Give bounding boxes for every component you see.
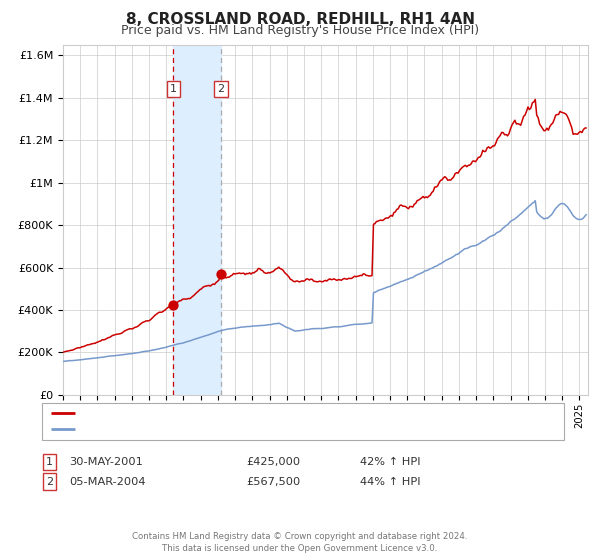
Text: 2: 2 [46, 477, 53, 487]
Text: 1: 1 [170, 85, 177, 94]
Text: 2: 2 [217, 85, 224, 94]
Bar [173, 45, 221, 395]
Text: Contains HM Land Registry data © Crown copyright and database right 2024.
This d: Contains HM Land Registry data © Crown c… [132, 532, 468, 553]
Point [169, 300, 178, 309]
Text: 30-MAY-2001: 30-MAY-2001 [69, 457, 143, 467]
Text: 42% ↑ HPI: 42% ↑ HPI [360, 457, 421, 467]
Text: 1: 1 [46, 457, 53, 467]
Text: 44% ↑ HPI: 44% ↑ HPI [360, 477, 421, 487]
Text: 05-MAR-2004: 05-MAR-2004 [69, 477, 146, 487]
Text: HPI: Average price, detached house, Reigate and Banstead: HPI: Average price, detached house, Reig… [81, 424, 404, 435]
Text: £425,000: £425,000 [246, 457, 300, 467]
Text: 8, CROSSLAND ROAD, REDHILL, RH1 4AN: 8, CROSSLAND ROAD, REDHILL, RH1 4AN [125, 12, 475, 27]
Text: £567,500: £567,500 [246, 477, 300, 487]
Text: Price paid vs. HM Land Registry's House Price Index (HPI): Price paid vs. HM Land Registry's House … [121, 24, 479, 37]
Text: 8, CROSSLAND ROAD, REDHILL, RH1 4AN (detached house): 8, CROSSLAND ROAD, REDHILL, RH1 4AN (det… [81, 408, 407, 418]
Point [216, 270, 226, 279]
